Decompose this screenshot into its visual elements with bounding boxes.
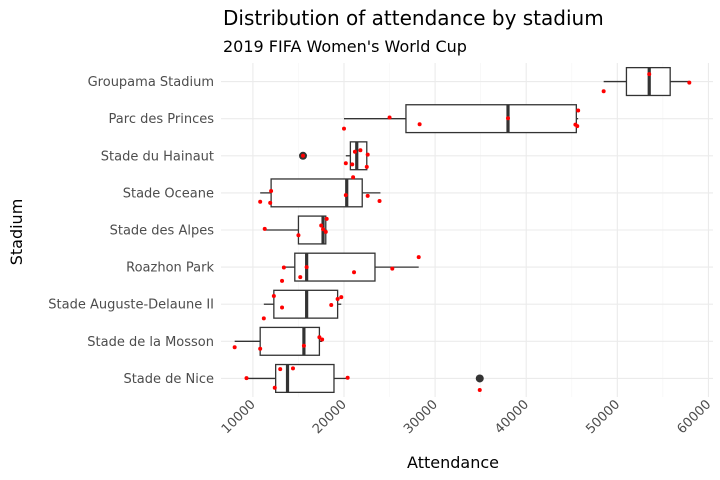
y-tick-label: Stade de la Mosson: [87, 335, 214, 350]
boxplot-stade-de-la-mosson: [234, 326, 323, 356]
iqr-box: [259, 326, 321, 356]
data-point-stade-de-nice: [278, 367, 283, 372]
x-axis-tick-labels: 10000 20000 30000 40000 50000 60000: [219, 397, 714, 437]
data-point-stade-de-nice: [244, 376, 249, 381]
data-point-stade-des-alpes: [323, 229, 328, 234]
y-tick-label: Stade du Hainaut: [101, 149, 214, 164]
data-point-groupama-stadium: [647, 72, 652, 77]
data-point-stade-de-nice: [477, 387, 482, 392]
boxplot-stade-des-alpes: [264, 215, 327, 245]
x-tick-label: 60000: [674, 397, 714, 437]
data-point-stade-des-alpes: [262, 226, 267, 231]
x-axis-title: Attendance: [407, 453, 499, 472]
data-point-stade-de-la-mosson: [320, 337, 325, 342]
data-point-roazhon-park: [352, 270, 357, 275]
x-tick-label: 20000: [310, 397, 350, 437]
data-point-stade-de-la-mosson: [301, 343, 306, 348]
boxplot-stade-oceane: [260, 178, 381, 208]
data-points: [232, 72, 692, 392]
boxplot-stade-de-nice: [246, 363, 484, 394]
data-point-groupama-stadium: [687, 80, 692, 85]
chart-title: Distribution of attendance by stadium: [223, 6, 604, 30]
data-point-stade-des-alpes: [321, 227, 326, 232]
data-point-parc-des-princes: [575, 124, 580, 129]
y-tick-label: Stade des Alpes: [110, 224, 215, 239]
data-point-roazhon-park: [281, 265, 286, 270]
x-tick-label: 10000: [219, 397, 259, 437]
y-axis-tick-labels: Groupama Stadium Parc des Princes Stade du…: [48, 75, 214, 387]
data-point-groupama-stadium: [601, 89, 606, 94]
boxplots: [234, 66, 690, 394]
data-point-stade-oceane: [269, 189, 274, 194]
data-point-parc-des-princes: [417, 122, 422, 127]
data-point-stade-auguste-delaune-ii: [335, 297, 340, 302]
outlier-point: [475, 374, 484, 383]
iqr-box: [275, 363, 335, 394]
data-point-stade-des-alpes: [319, 223, 324, 228]
iqr-box: [405, 104, 577, 134]
data-point-stade-oceane: [258, 199, 263, 204]
boxplot-groupama-stadium: [603, 66, 690, 97]
data-point-stade-de-nice: [272, 385, 277, 390]
data-point-stade-du-hainaut: [343, 161, 348, 166]
y-tick-label: Parc des Princes: [109, 112, 215, 127]
data-point-roazhon-park: [390, 266, 395, 271]
y-axis-title: Stadium: [7, 199, 26, 266]
data-point-stade-auguste-delaune-ii: [329, 302, 334, 307]
data-point-stade-oceane: [365, 193, 370, 198]
data-point-roazhon-park: [416, 255, 421, 260]
data-point-parc-des-princes: [342, 126, 346, 131]
data-point-stade-du-hainaut: [301, 153, 305, 158]
data-point-stade-du-hainaut: [358, 148, 363, 153]
data-point-parc-des-princes: [576, 108, 581, 113]
data-point-parc-des-princes: [387, 115, 392, 120]
x-tick-label: 50000: [583, 397, 623, 437]
data-point-stade-de-nice: [345, 375, 350, 380]
data-point-stade-auguste-delaune-ii: [261, 316, 266, 321]
y-tick-label: Stade de Nice: [123, 372, 214, 387]
y-tick-label: Roazhon Park: [126, 261, 214, 276]
data-point-stade-auguste-delaune-ii: [339, 295, 344, 300]
y-tick-label: Stade Auguste-Delaune II: [48, 298, 214, 313]
x-tick-label: 30000: [401, 397, 441, 437]
data-point-roazhon-park: [298, 275, 303, 280]
iqr-box: [270, 178, 363, 208]
data-point-roazhon-park: [280, 278, 285, 283]
chart-subtitle: 2019 FIFA Women's World Cup: [223, 37, 467, 56]
x-tick-label: 40000: [492, 397, 532, 437]
data-point-roazhon-park: [304, 265, 309, 270]
data-point-stade-du-hainaut: [352, 149, 357, 154]
data-point-stade-oceane: [377, 199, 382, 204]
boxplot-parc-des-princes: [344, 104, 579, 134]
y-tick-label: Stade Oceane: [123, 186, 214, 201]
data-point-stade-du-hainaut: [350, 162, 355, 167]
data-point-stade-du-hainaut: [364, 164, 369, 169]
data-point-stade-de-la-mosson: [232, 345, 237, 350]
data-point-stade-du-hainaut: [365, 152, 370, 157]
data-point-stade-de-la-mosson: [317, 335, 322, 340]
data-point-stade-auguste-delaune-ii: [280, 305, 285, 310]
data-point-stade-oceane: [351, 175, 356, 180]
data-point-stade-oceane: [268, 200, 273, 205]
data-point-parc-des-princes: [506, 116, 510, 121]
boxplot-roazhon-park: [282, 252, 419, 282]
data-point-stade-des-alpes: [296, 233, 301, 238]
data-point-stade-des-alpes: [324, 216, 329, 221]
y-tick-label: Groupama Stadium: [88, 75, 214, 90]
data-point-stade-de-la-mosson: [258, 346, 263, 351]
data-point-stade-oceane: [343, 193, 348, 198]
boxplot-stade-auguste-delaune-ii: [263, 289, 342, 319]
data-point-stade-auguste-delaune-ii: [271, 294, 276, 299]
data-point-stade-de-nice: [290, 366, 295, 371]
